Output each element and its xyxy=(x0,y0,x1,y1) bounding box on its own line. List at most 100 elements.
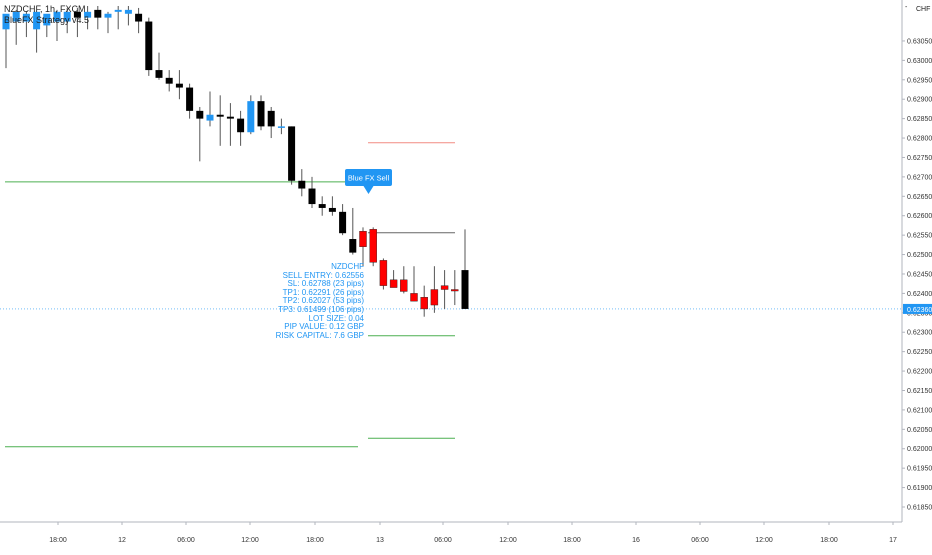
candle xyxy=(430,266,439,313)
x-tick-label: 12 xyxy=(118,537,126,544)
y-tick-label: 0.62950 xyxy=(907,77,932,84)
candle-body xyxy=(308,188,316,205)
candle xyxy=(104,11,112,34)
x-tick-label: 06:00 xyxy=(434,537,452,544)
currency-label: CHF xyxy=(916,6,930,13)
candle-body xyxy=(277,126,285,128)
y-tick-label: 0.63050 xyxy=(907,38,932,45)
candle-body xyxy=(84,11,92,18)
y-tick-label: 0.62100 xyxy=(907,407,932,414)
trade-info-line: TP2: 0.62027 (53 pips) xyxy=(282,296,364,306)
candle xyxy=(196,106,204,162)
y-tick-label: 0.61900 xyxy=(907,485,932,492)
candle-body xyxy=(379,260,388,286)
trade-info-line: NZDCHF xyxy=(331,262,364,271)
candle xyxy=(43,13,51,38)
candle xyxy=(155,52,163,80)
candle-body xyxy=(216,114,224,117)
candle xyxy=(165,70,173,92)
y-tick-label: 0.62500 xyxy=(907,252,932,259)
x-tick-label: 13 xyxy=(376,537,384,544)
y-tick-label: 0.62650 xyxy=(907,194,932,201)
candle-body xyxy=(461,270,469,309)
candle xyxy=(349,207,357,255)
trade-info-line: LOT SIZE: 0.04 xyxy=(308,313,364,323)
candle xyxy=(206,91,214,127)
x-tick-label: 12:00 xyxy=(755,537,773,544)
candle-body xyxy=(196,110,204,119)
candle-body xyxy=(369,229,377,263)
x-tick-label: 18:00 xyxy=(49,537,67,544)
candle xyxy=(84,6,92,30)
x-tick-label: 18:00 xyxy=(563,537,581,544)
y-tick-label: 0.62850 xyxy=(907,116,932,123)
candle xyxy=(33,11,41,53)
candle xyxy=(288,126,296,185)
y-tick-label: 0.62750 xyxy=(907,155,932,162)
candle-body xyxy=(63,11,71,22)
candle xyxy=(237,110,245,146)
candle-body xyxy=(410,293,418,302)
y-tick-label: 0.62150 xyxy=(907,388,932,395)
candle xyxy=(298,169,306,197)
candle-body xyxy=(257,101,265,127)
candle xyxy=(359,227,367,267)
candle xyxy=(226,103,234,146)
candle xyxy=(389,270,398,288)
candle xyxy=(145,17,153,76)
y-tick-label: 0.62700 xyxy=(907,174,932,181)
candle xyxy=(247,95,255,135)
candle-body xyxy=(451,289,459,292)
candle-body xyxy=(389,279,398,288)
candle xyxy=(410,266,418,302)
candle-body xyxy=(359,231,367,247)
candle xyxy=(114,6,122,30)
candle-body xyxy=(226,116,234,119)
candle-body xyxy=(400,279,408,292)
y-tick-label: 0.62800 xyxy=(907,136,932,143)
candle-body xyxy=(53,11,61,22)
y-tick-label: 0.62400 xyxy=(907,291,932,298)
candle-body xyxy=(104,13,112,18)
y-tick-label: 0.62300 xyxy=(907,330,932,337)
candle-body xyxy=(33,11,41,30)
candle-body xyxy=(247,101,255,133)
chart-symbol-title: NZDCHF, 1h, FXCM xyxy=(4,4,86,14)
trade-info-line: SELL ENTRY: 0.62556 xyxy=(282,270,364,280)
candle xyxy=(328,196,336,216)
y-tick-label: 0.62250 xyxy=(907,349,932,356)
candle xyxy=(277,118,285,135)
candle xyxy=(186,83,194,119)
candle xyxy=(257,95,265,131)
x-tick-label: 18:00 xyxy=(306,537,324,544)
last-price-badge xyxy=(903,303,932,314)
last-price-label: 0.62360 xyxy=(907,307,932,314)
candle xyxy=(63,7,71,34)
signal-bubble xyxy=(345,169,392,186)
candle-body xyxy=(298,180,306,189)
candle xyxy=(451,270,459,306)
y-tick-label: 0.62000 xyxy=(907,446,932,453)
candle xyxy=(318,196,326,216)
candle xyxy=(135,7,143,34)
candle xyxy=(216,95,224,146)
candle xyxy=(175,70,183,100)
trade-info-line: RISK CAPITAL: 7.6 GBP xyxy=(275,330,364,340)
candle-body xyxy=(43,13,51,26)
x-tick-label: 17 xyxy=(889,537,897,544)
trade-info-line: TP1: 0.62291 (26 pips) xyxy=(282,287,364,297)
candle-body xyxy=(2,13,10,30)
x-tick-label: 06:00 xyxy=(177,537,195,544)
candle-body xyxy=(22,13,30,22)
signal-bubble-pointer xyxy=(363,186,374,194)
candle-body xyxy=(339,211,347,234)
trade-info-panel: NZDCHF SELL ENTRY: 0.62556 SL: 0.62788 (23… xyxy=(230,262,365,343)
candle xyxy=(124,6,132,26)
candle xyxy=(440,270,449,309)
x-tick-label: 12:00 xyxy=(499,537,517,544)
candle xyxy=(94,6,102,30)
trade-info-line: SL: 0.62788 (23 pips) xyxy=(287,279,365,289)
x-tick-label: 06:00 xyxy=(691,537,709,544)
